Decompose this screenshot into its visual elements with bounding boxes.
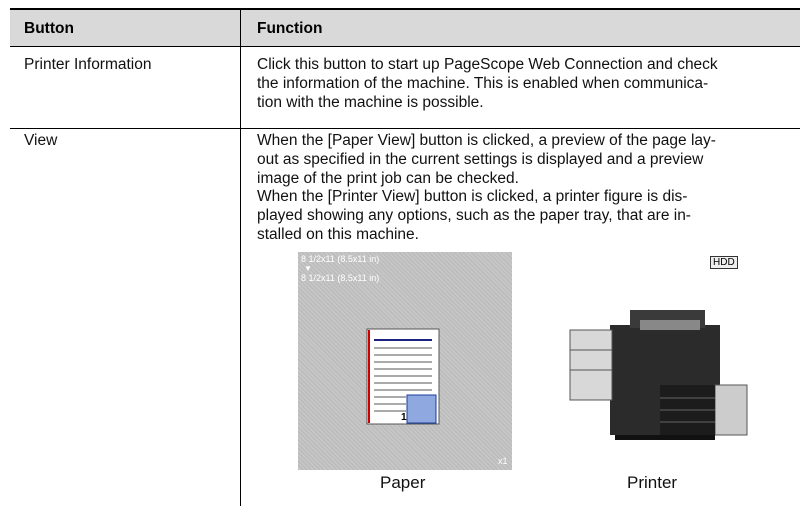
function-line: tion with the machine is possible. (257, 93, 484, 111)
hdd-badge: HDD (710, 256, 738, 269)
paper-label: ▼ (304, 264, 312, 273)
function-line: out as specified in the current settings… (257, 150, 704, 168)
paper-label: 8 1/2x11 (8.5x11 in) (301, 254, 380, 264)
function-line: When the [Printer View] button is clicke… (257, 188, 688, 206)
header-bg (10, 8, 800, 46)
paper-label: 8 1/2x11 (8.5x11 in) (301, 273, 380, 283)
function-line: the information of the machine. This is … (257, 74, 709, 92)
copies-label: x1 (498, 456, 508, 466)
function-line: played showing any options, such as the … (257, 207, 691, 225)
paper-view-image: 8 1/2x11 (8.5x11 in) ▼ 8 1/2x11 (8.5x11 … (298, 252, 512, 470)
button-cell: Printer Information (24, 56, 152, 73)
page-icon (366, 328, 440, 425)
row-rule (10, 128, 800, 129)
header-cell: Function (257, 20, 323, 37)
function-line: Click this button to start up PageScope … (257, 56, 718, 73)
top-rule (10, 8, 800, 10)
figure-caption: Paper (380, 473, 426, 492)
header-cell: Button (24, 20, 74, 37)
printer-image (569, 310, 748, 440)
row-rule (10, 46, 800, 47)
column-rule (240, 8, 241, 506)
figure-caption: Printer (627, 473, 678, 492)
function-line: When the [Paper View] button is clicked,… (257, 132, 716, 149)
button-cell: View (24, 132, 58, 149)
page-number: 1 (401, 412, 407, 423)
function-line: stalled on this machine. (257, 226, 419, 243)
function-line: image of the print job can be checked. (257, 169, 519, 187)
